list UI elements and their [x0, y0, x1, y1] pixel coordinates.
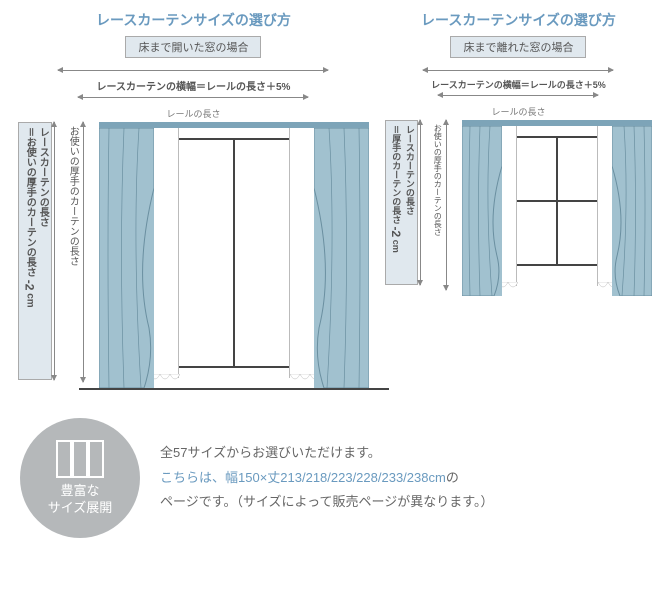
width-dimension: レースカーテンの横幅＝レールの長さ＋5% レールの長さ	[58, 66, 328, 120]
description: 全57サイズからお選びいただけます。 こちらは、幅150×丈213/218/22…	[160, 441, 493, 515]
curtain-shape-icon	[462, 126, 502, 296]
height-label-small: お使いの厚手のカーテンの長さ	[64, 122, 81, 382]
curtain-shape-icon	[314, 128, 369, 388]
window	[169, 138, 299, 368]
desc-line-2: こちらは、幅150×丈213/218/223/228/233/238cmの	[160, 466, 493, 491]
diagram-wall-window: レースカーテンサイズの選び方 床まで離れた窓の場合 レースカーテンの横幅＝レール…	[385, 10, 653, 388]
window	[507, 136, 607, 266]
width-arrow-inner	[438, 95, 598, 103]
diagram-floor-window: レースカーテンサイズの選び方 床まで開いた窓の場合 レースカーテンの横幅＝レール…	[18, 10, 370, 388]
badge-text: 豊富な サイズ展開	[48, 483, 113, 517]
height-label-bold: レースカーテンの長さ ＝お使いの厚手のカーテンの長さ -2 cm	[18, 122, 53, 380]
desc-highlight: こちらは、幅150×丈213/218/223/228/233/238cm	[160, 470, 446, 485]
curtain-scene	[462, 120, 652, 306]
diagram-subtitle: 床まで開いた窓の場合	[125, 36, 261, 58]
height-arrow-outer	[54, 122, 62, 380]
thick-curtain-right	[314, 128, 369, 388]
window-divider-v	[233, 140, 235, 366]
height-arrow-outer	[420, 120, 428, 285]
illustration-row: レースカーテンの長さ ＝厚手のカーテンの長さ -2 cm お使いの厚手のカーテン…	[385, 120, 653, 306]
width-arrow-inner	[78, 97, 308, 105]
height-label-small: お使いの厚手のカーテンの長さ	[430, 120, 444, 290]
thick-curtain-left	[462, 126, 502, 296]
diagrams-row: レースカーテンサイズの選び方 床まで開いた窓の場合 レースカーテンの横幅＝レール…	[0, 0, 670, 388]
height-dimension: レースカーテンの長さ ＝お使いの厚手のカーテンの長さ -2 cm お使いの厚手の…	[18, 122, 94, 388]
curtain-shape-icon	[99, 128, 154, 388]
thick-curtain-right	[612, 126, 652, 296]
height-dimension: レースカーテンの長さ ＝厚手のカーテンの長さ -2 cm お使いの厚手のカーテン…	[385, 120, 457, 306]
diagram-title: レースカーテンサイズの選び方	[421, 10, 616, 30]
width-arrow-outer	[423, 70, 613, 78]
width-dimension: レースカーテンの横幅＝レールの長さ＋5% レールの長さ	[423, 66, 613, 118]
width-arrow-outer	[58, 70, 328, 78]
bottom-section: 豊富な サイズ展開 全57サイズからお選びいただけます。 こちらは、幅150×丈…	[0, 388, 670, 538]
diagram-subtitle: 床まで離れた窓の場合	[450, 36, 586, 58]
scallop-icon	[150, 374, 180, 384]
thick-curtain-left	[99, 128, 154, 388]
height-label-bold: レースカーテンの長さ ＝厚手のカーテンの長さ -2 cm	[385, 120, 418, 285]
size-badge: 豊富な サイズ展開	[20, 418, 140, 538]
illustration-row: レースカーテンの長さ ＝お使いの厚手のカーテンの長さ -2 cm お使いの厚手の…	[18, 122, 370, 388]
curtain-scene	[99, 122, 369, 388]
height-arrow-inner	[83, 122, 91, 382]
desc-line-1: 全57サイズからお選びいただけます。	[160, 441, 493, 466]
width-label: レースカーテンの横幅＝レールの長さ＋5%	[96, 78, 290, 93]
curtain-panels-icon	[55, 439, 105, 479]
window-divider-h	[509, 200, 605, 202]
desc-line-3: ページです。（サイズによって販売ページが異なります。）	[160, 490, 493, 515]
height-arrow-inner	[446, 120, 454, 290]
diagram-title: レースカーテンサイズの選び方	[96, 10, 291, 30]
curtain-shape-icon	[612, 126, 652, 296]
width-label: レースカーテンの横幅＝レールの長さ＋5%	[431, 78, 606, 91]
floor-line	[79, 388, 389, 390]
rail-label: レールの長さ	[491, 105, 545, 118]
rail-label: レールの長さ	[166, 107, 220, 120]
